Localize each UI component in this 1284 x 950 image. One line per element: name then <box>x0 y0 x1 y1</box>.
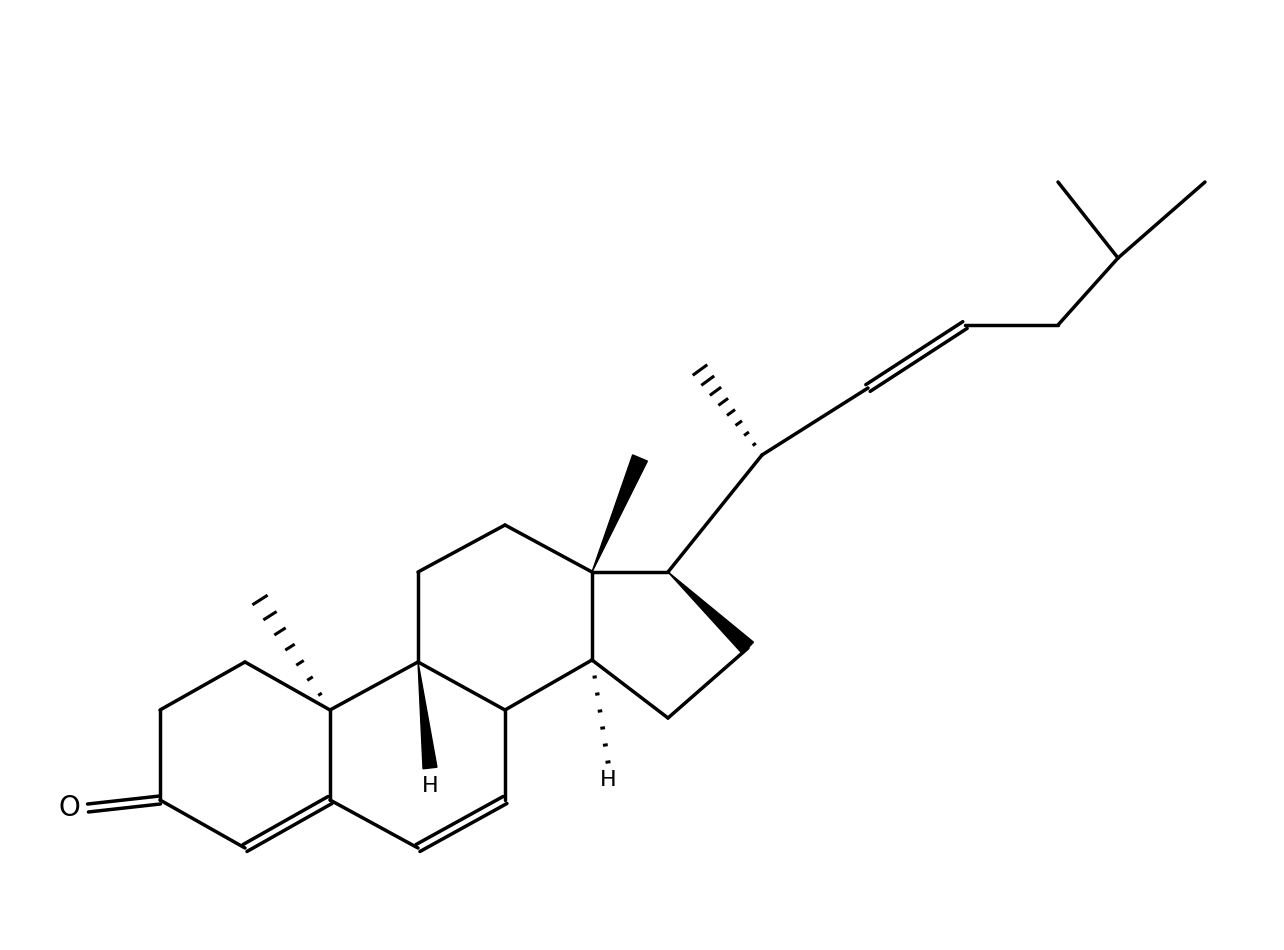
Text: H: H <box>600 770 616 790</box>
Polygon shape <box>419 662 437 769</box>
Polygon shape <box>592 455 647 572</box>
Polygon shape <box>668 572 754 654</box>
Text: H: H <box>421 776 438 796</box>
Text: O: O <box>58 794 80 822</box>
